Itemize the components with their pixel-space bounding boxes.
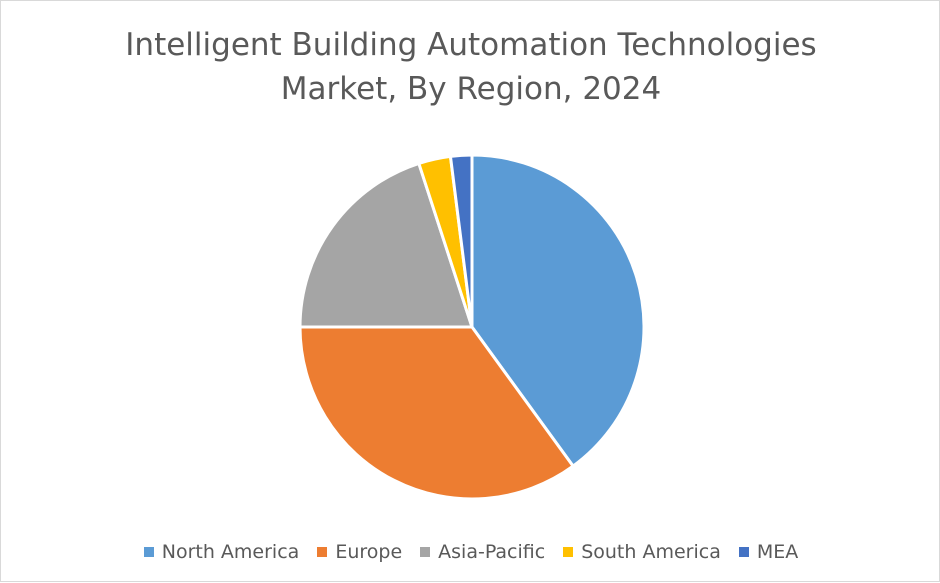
legend-item-asia-pacific: Asia-Pacific	[420, 541, 545, 563]
legend-swatch-asia-pacific	[420, 547, 431, 557]
legend-swatch-north-america	[143, 547, 154, 557]
pie-slice-europe	[298, 325, 575, 501]
legend-item-mea: MEA	[738, 541, 799, 563]
chart-title-line-2: Market, By Region, 2024	[280, 71, 662, 107]
legend-swatch-south-america	[563, 547, 574, 557]
legend-label-asia-pacific: Asia-Pacific	[438, 541, 546, 563]
pie-slice-asia-pacific	[298, 161, 474, 329]
legend-item-north-america: North America	[143, 541, 300, 563]
legend-item-europe: Europe	[317, 541, 402, 563]
legend-label-mea: MEA	[756, 541, 799, 563]
legend-item-south-america: South America	[563, 541, 721, 563]
chart-legend: North America Europe Asia-Pacific South …	[1, 541, 940, 563]
pie-slice-north-america	[470, 153, 646, 468]
legend-label-north-america: North America	[161, 541, 300, 563]
legend-label-europe: Europe	[335, 541, 403, 563]
pie-slice-mea	[448, 153, 474, 329]
legend-swatch-europe	[317, 547, 328, 557]
legend-label-south-america: South America	[581, 541, 721, 563]
chart-title: Intelligent Building Automation Technolo…	[1, 23, 940, 111]
chart-title-line-1: Intelligent Building Automation Technolo…	[125, 27, 817, 63]
legend-swatch-mea	[738, 547, 749, 557]
